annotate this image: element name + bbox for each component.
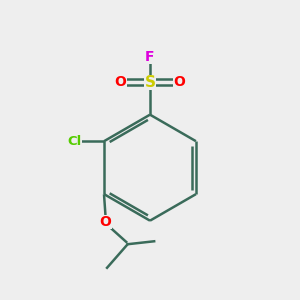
- Text: F: F: [145, 50, 155, 64]
- Text: Cl: Cl: [68, 135, 82, 148]
- Text: S: S: [145, 75, 155, 90]
- Text: O: O: [100, 215, 112, 229]
- Text: O: O: [115, 75, 127, 89]
- Text: O: O: [173, 75, 185, 89]
